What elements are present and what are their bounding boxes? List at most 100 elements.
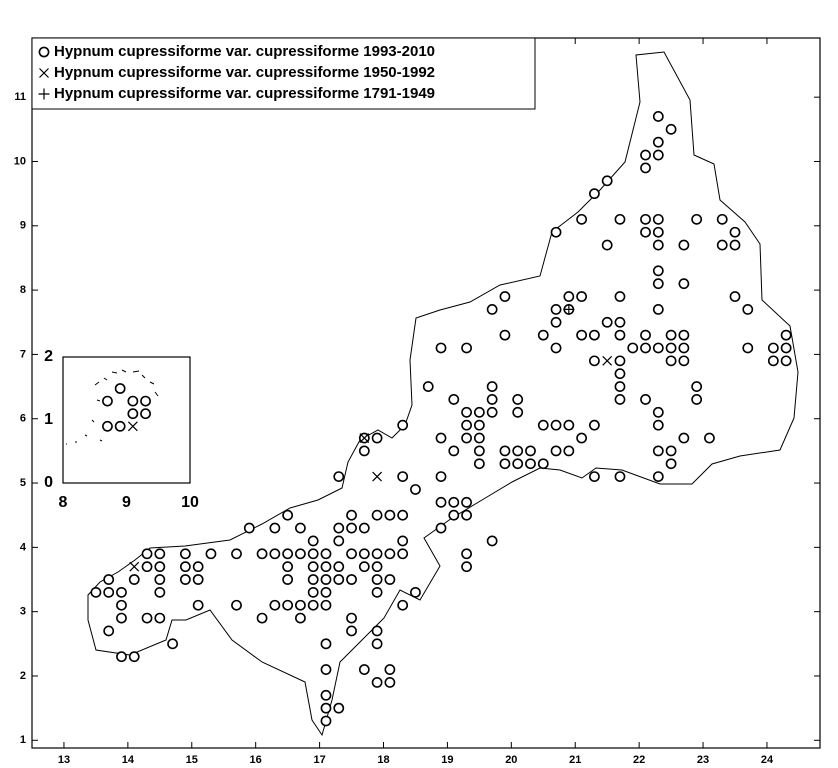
record-marker	[652, 136, 664, 148]
record-marker	[652, 342, 664, 354]
record-marker	[448, 394, 460, 405]
record-marker	[563, 303, 575, 315]
record-marker	[614, 329, 626, 341]
record-marker	[537, 419, 549, 431]
record-marker	[461, 342, 472, 354]
record-marker	[346, 522, 357, 534]
x-tick-label: 13	[58, 754, 70, 766]
record-marker	[576, 432, 588, 444]
record-marker	[729, 239, 741, 251]
record-marker	[614, 394, 626, 405]
record-marker	[371, 432, 383, 444]
plot-frame	[62, 356, 191, 484]
y-tick-label: 7	[20, 348, 26, 360]
record-marker	[537, 458, 549, 470]
record-marker	[499, 458, 511, 470]
record-marker	[346, 548, 357, 560]
record-marker	[116, 651, 127, 663]
legend-symbol	[39, 68, 49, 78]
record-marker	[767, 355, 779, 367]
record-marker	[550, 303, 562, 315]
record-marker	[320, 548, 332, 560]
record-marker	[652, 213, 664, 225]
record-marker	[205, 548, 217, 560]
record-marker	[295, 548, 306, 560]
record-marker	[358, 548, 370, 560]
record-marker	[640, 226, 651, 238]
record-marker	[371, 638, 383, 650]
y-tick-label: 2	[20, 670, 26, 682]
record-marker	[652, 149, 664, 161]
record-marker	[601, 316, 613, 328]
record-marker	[665, 123, 677, 135]
record-marker	[614, 368, 626, 380]
record-marker	[346, 509, 357, 521]
record-marker	[589, 329, 600, 341]
record-marker	[397, 599, 409, 611]
x-tick-label: 16	[250, 754, 262, 766]
record-marker	[295, 599, 306, 611]
record-marker	[461, 496, 472, 508]
record-marker	[307, 535, 319, 547]
record-marker	[179, 574, 191, 585]
record-marker	[678, 342, 690, 354]
record-marker	[461, 432, 472, 444]
record-marker	[231, 548, 242, 560]
record-marker	[269, 599, 281, 611]
x-tick-label: 18	[377, 754, 389, 766]
x-tick-label: 21	[569, 754, 581, 766]
y-tick-label: 2	[44, 348, 53, 365]
record-marker	[640, 149, 651, 161]
record-marker	[525, 458, 536, 470]
record-marker	[384, 574, 396, 585]
record-marker	[550, 419, 562, 431]
record-marker	[486, 303, 498, 315]
record-marker	[652, 445, 664, 457]
record-marker	[601, 175, 613, 187]
record-marker	[154, 586, 166, 598]
record-marker	[333, 702, 345, 714]
y-tick-label: 8	[20, 284, 26, 296]
y-tick-label: 0	[44, 474, 53, 491]
y-tick-label: 1	[20, 734, 26, 746]
record-marker	[716, 239, 728, 251]
record-marker	[435, 432, 447, 444]
record-marker	[154, 561, 166, 573]
record-marker	[486, 394, 498, 405]
record-marker	[780, 355, 792, 367]
record-marker	[512, 445, 524, 457]
record-marker	[192, 599, 204, 611]
record-marker	[729, 226, 741, 238]
record-marker	[320, 664, 332, 675]
record-marker	[499, 291, 511, 302]
record-marker	[652, 406, 664, 418]
record-marker	[627, 342, 639, 354]
record-marker	[192, 574, 204, 585]
record-marker	[589, 471, 600, 483]
record-marker	[333, 535, 345, 547]
x-tick-label: 14	[122, 754, 135, 766]
record-marker	[295, 522, 306, 534]
record-marker	[307, 599, 319, 611]
record-marker	[320, 574, 332, 585]
record-marker	[371, 574, 383, 585]
record-marker	[780, 342, 792, 354]
record-marker	[550, 342, 562, 354]
record-marker	[282, 599, 294, 611]
record-marker	[141, 548, 153, 560]
record-marker	[665, 342, 677, 354]
record-marker	[371, 625, 383, 637]
record-marker	[486, 381, 498, 392]
record-marker	[678, 278, 690, 290]
record-marker	[678, 329, 690, 341]
record-marker	[742, 303, 754, 315]
record-marker	[652, 111, 664, 122]
record-marker	[665, 329, 677, 341]
record-marker	[512, 394, 524, 405]
record-marker	[129, 561, 140, 572]
record-marker	[333, 522, 345, 534]
legend-label: Hypnum cupressiforme var. cupressiforme …	[54, 64, 435, 81]
record-marker	[602, 355, 613, 366]
record-marker	[550, 226, 562, 238]
record-marker	[473, 406, 485, 418]
